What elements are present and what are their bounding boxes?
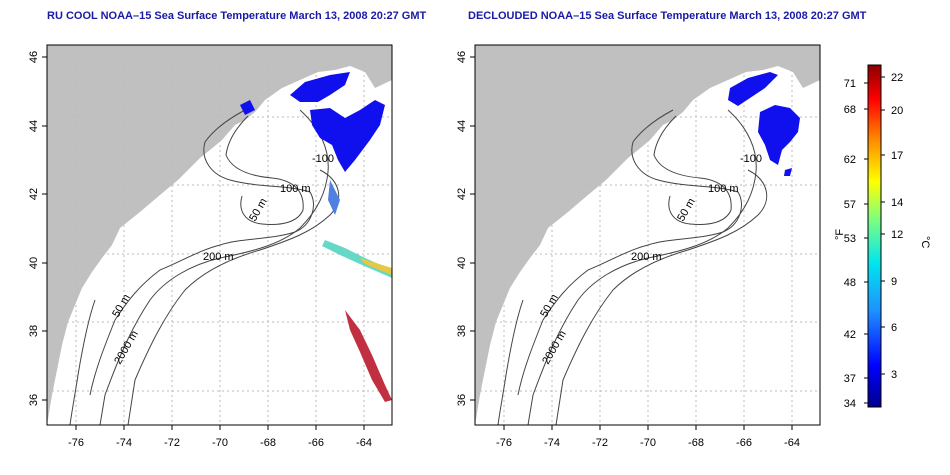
x-tick-label: -68: [260, 437, 276, 449]
panel-title-2: DECLOUDED NOAA–15 Sea Surface Temperatur…: [468, 10, 867, 22]
sst-warm-streaks-1: [322, 180, 392, 402]
x-tick-label: -74: [116, 437, 132, 449]
y-tick-label: 38: [28, 325, 40, 337]
x-tick-label: -66: [308, 437, 324, 449]
contour-label: -100: [312, 153, 334, 165]
x-tick-label: -64: [356, 437, 372, 449]
contour-label: 200 m: [203, 251, 234, 263]
y-tick-label: 40: [28, 257, 40, 269]
contour-label: 100 m: [280, 183, 311, 195]
x-tick-label: -70: [212, 437, 228, 449]
y-tick-label: 44: [28, 120, 40, 132]
panel-title-1: RU COOL NOAA–15 Sea Surface Temperature …: [47, 10, 427, 22]
grid-lines-1: [47, 45, 392, 425]
land-mass-1: [47, 45, 392, 425]
y-tick-label: 42: [28, 188, 40, 200]
x-tick-label: -76: [68, 437, 84, 449]
y-tick-label: 36: [28, 394, 40, 406]
x-tick-label: -72: [164, 437, 180, 449]
sst-cold-patch-1: [240, 72, 385, 172]
contour-labels-1: 100 m -100 50 m 200 m 50 m 2000 m: [110, 153, 334, 367]
y-tick-label: 46: [28, 51, 40, 63]
axis-ticks-1: -76 -74 -72 -70 -68 -66 -64 36 38 40 42 44 46: [28, 51, 372, 449]
